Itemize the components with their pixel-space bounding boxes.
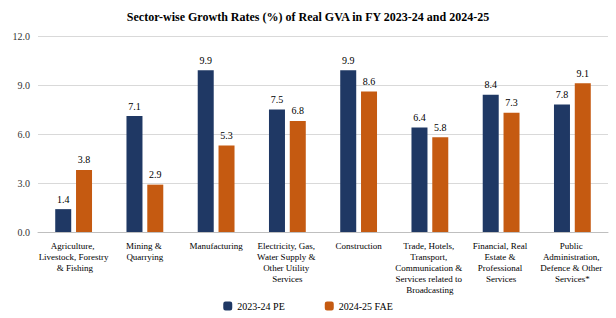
svg-text:2023-24 PE: 2023-24 PE [237,301,285,312]
svg-text:12.0: 12.0 [13,31,31,42]
svg-text:Livestock, Forestry: Livestock, Forestry [39,252,109,262]
svg-text:Defence & Other: Defence & Other [540,263,604,273]
svg-text:Agriculture,: Agriculture, [51,241,97,251]
svg-text:Water Supply &: Water Supply & [257,252,318,262]
svg-text:Manufacturing: Manufacturing [189,241,243,251]
svg-text:Services related to: Services related to [396,274,465,284]
svg-text:Mining &: Mining & [126,241,164,251]
svg-text:Electricity, Gas,: Electricity, Gas, [257,241,317,251]
svg-text:6.8: 6.8 [292,105,305,116]
svg-text:Professional: Professional [478,263,525,273]
svg-text:2.9: 2.9 [149,169,162,180]
svg-text:6.4: 6.4 [413,112,426,123]
svg-text:8.6: 8.6 [363,76,376,87]
svg-text:Public: Public [560,241,585,251]
svg-text:Services: Services [272,274,303,284]
svg-text:Trade, Hotels,: Trade, Hotels, [403,241,456,251]
svg-text:9.1: 9.1 [577,68,590,79]
svg-text:7.1: 7.1 [128,101,141,112]
svg-text:Sector-wise Growth Rates (%) o: Sector-wise Growth Rates (%) of Real GVA… [127,10,489,24]
svg-text:Communication &: Communication & [395,263,465,273]
svg-text:Quarrying: Quarrying [126,252,163,262]
svg-text:Services*: Services* [555,274,590,284]
svg-text:5.8: 5.8 [434,122,447,133]
svg-text:7.5: 7.5 [271,94,284,105]
svg-text:1.4: 1.4 [57,194,70,205]
svg-text:8.4: 8.4 [484,79,497,90]
svg-text:7.8: 7.8 [556,89,569,100]
svg-text:2024-25 FAE: 2024-25 FAE [339,301,393,312]
svg-text:Construction: Construction [335,241,382,251]
svg-text:9.9: 9.9 [199,55,212,66]
svg-text:7.3: 7.3 [505,97,518,108]
svg-text:Administration,: Administration, [543,252,602,262]
svg-text:Services: Services [486,274,517,284]
svg-text:9.9: 9.9 [342,55,355,66]
svg-text:9.0: 9.0 [18,80,31,91]
svg-text:Estate &: Estate & [484,252,518,262]
svg-text:Broadcasting: Broadcasting [406,285,454,295]
svg-text:Other Utility: Other Utility [263,263,312,273]
svg-text:Transport,: Transport, [410,252,449,262]
svg-text:Financial, Real: Financial, Real [473,241,530,251]
svg-text:3.8: 3.8 [78,154,91,165]
svg-text:5.3: 5.3 [220,130,233,141]
svg-text:0.0: 0.0 [18,227,31,238]
svg-text:6.0: 6.0 [18,129,31,140]
svg-text:3.0: 3.0 [18,178,31,189]
svg-text:& Fishing: & Fishing [54,263,93,273]
